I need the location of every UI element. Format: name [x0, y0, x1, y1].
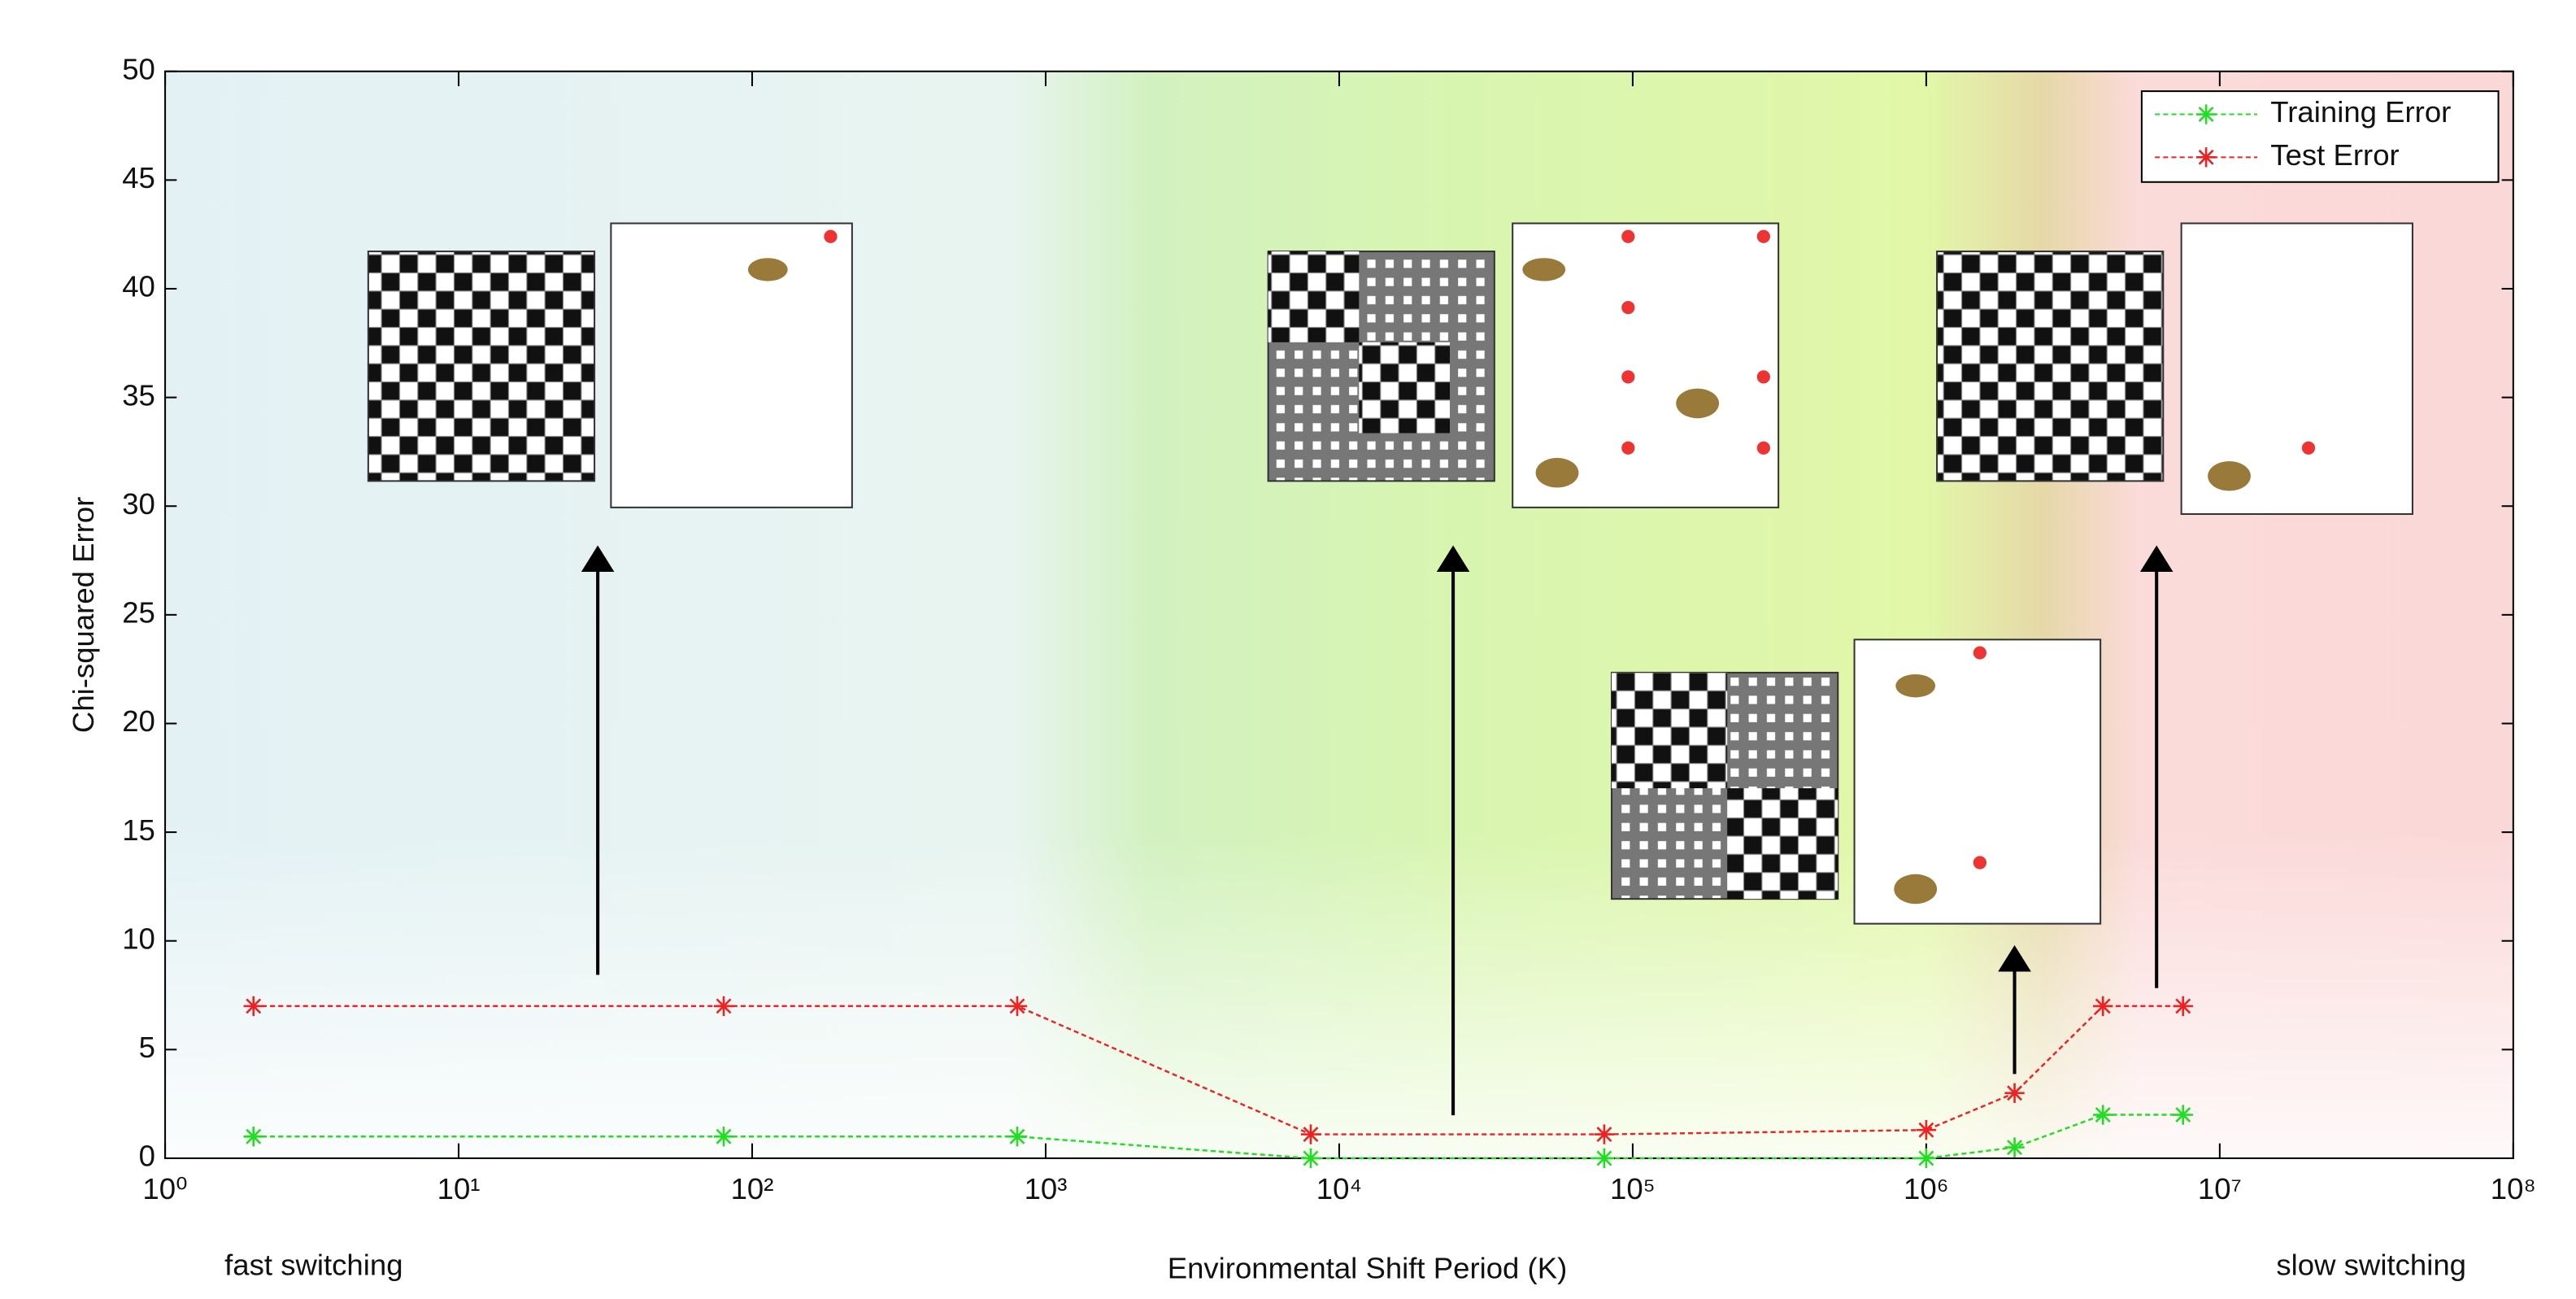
y-tick-label: 30 — [122, 487, 155, 521]
y-tick-label: 50 — [122, 52, 155, 85]
x-tick-label: 10⁷ — [2198, 1172, 2242, 1205]
x-tick-label: 10⁰ — [142, 1172, 187, 1205]
data-point — [243, 996, 263, 1017]
legend-marker — [2195, 147, 2217, 168]
data-point — [1916, 1120, 1937, 1140]
series-line — [253, 1114, 2183, 1160]
series-line — [253, 1005, 2183, 1136]
y-tick-label: 45 — [122, 161, 155, 194]
data-point — [1300, 1124, 1321, 1144]
x-tick-label: 10⁸ — [2491, 1172, 2536, 1205]
y-tick-label: 25 — [122, 596, 155, 630]
data-point — [2173, 1105, 2193, 1125]
data-point — [2004, 1083, 2025, 1103]
data-point — [2093, 1105, 2113, 1125]
x-tick-label: 10³ — [1025, 1172, 1068, 1205]
legend-box — [2140, 90, 2500, 183]
x-tick-label: 10² — [731, 1172, 774, 1205]
x-tick-label: 10⁴ — [1316, 1172, 1362, 1205]
data-point — [1916, 1148, 1937, 1169]
data-point — [1594, 1148, 1615, 1169]
legend-label: Training Error — [2270, 95, 2451, 129]
data-point — [1007, 1127, 1028, 1147]
data-point — [713, 996, 734, 1017]
y-tick-label: 10 — [122, 922, 155, 955]
data-point — [1594, 1124, 1615, 1144]
x-axis-label: Environmental Shift Period (K) — [1168, 1252, 1568, 1285]
y-tick-label: 15 — [122, 813, 155, 847]
annotation: slow switching — [2276, 1249, 2466, 1282]
y-tick-label: 20 — [122, 704, 155, 738]
data-point — [2173, 996, 2193, 1017]
data-point — [713, 1127, 734, 1147]
data-point — [1007, 996, 1028, 1017]
y-tick-label: 0 — [139, 1140, 155, 1173]
y-tick-label: 35 — [122, 378, 155, 412]
annotation: fast switching — [224, 1249, 402, 1282]
x-tick-label: 10⁵ — [1610, 1172, 1656, 1205]
data-point — [1300, 1148, 1321, 1169]
y-tick-label: 5 — [139, 1031, 155, 1064]
legend-label: Test Error — [2270, 138, 2399, 172]
x-tick-label: 10⁶ — [1904, 1172, 1949, 1205]
data-point — [2004, 1137, 2025, 1157]
legend-marker — [2195, 104, 2217, 124]
y-axis-label: Chi-squared Error — [67, 497, 100, 733]
data-point — [243, 1127, 263, 1147]
data-point — [2093, 996, 2113, 1017]
y-tick-label: 40 — [122, 270, 155, 303]
x-tick-label: 10¹ — [437, 1172, 481, 1205]
